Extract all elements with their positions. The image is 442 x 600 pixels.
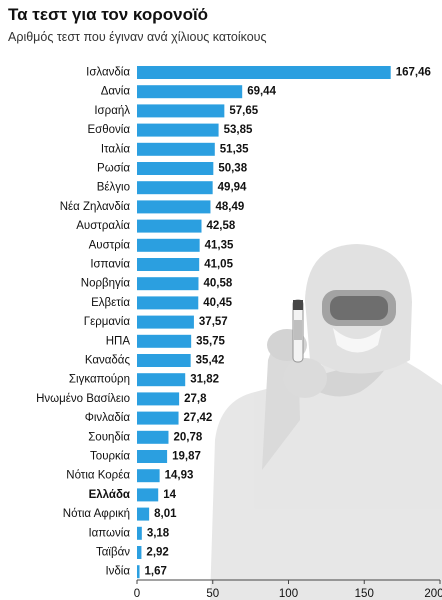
bar <box>137 546 142 559</box>
category-label: Ισπανία <box>90 259 130 271</box>
lab-worker-illustration <box>210 244 442 600</box>
value-label: 3,18 <box>147 527 170 539</box>
bar <box>137 565 140 579</box>
bar <box>137 200 211 214</box>
value-label: 40,58 <box>203 278 232 290</box>
category-label: Ρωσία <box>97 163 130 175</box>
value-label: 48,49 <box>215 201 244 213</box>
category-label: Καναδάς <box>85 355 131 367</box>
category-label: Βέλγιο <box>97 182 130 194</box>
value-label: 27,8 <box>184 393 207 405</box>
value-label: 49,94 <box>218 182 247 194</box>
value-label: 8,01 <box>154 508 177 520</box>
chart-title: Τα τεστ για τον κορονοϊό <box>8 5 209 24</box>
bar <box>137 142 215 156</box>
value-label: 42,58 <box>207 220 236 232</box>
x-tick-label: 50 <box>206 588 219 600</box>
bar <box>137 354 191 367</box>
category-label: Νότια Αφρική <box>63 508 130 520</box>
category-label: Σουηδία <box>88 431 130 443</box>
bar <box>137 488 159 502</box>
category-label: Αυστραλία <box>76 220 130 232</box>
category-label: Ελλάδα <box>89 489 130 501</box>
bar <box>137 66 391 79</box>
value-label: 14,93 <box>165 470 194 482</box>
value-label: 53,85 <box>224 124 253 136</box>
bar <box>137 373 186 387</box>
value-label: 57,65 <box>229 105 258 117</box>
category-label: Ινδία <box>105 566 130 578</box>
category-labels: Ισλανδία Δανία Ισραήλ Εσθονία Ιταλία Ρωσία Βέλ… <box>36 67 130 578</box>
x-tick-label: 150 <box>355 588 374 600</box>
value-label: 41,35 <box>205 239 234 251</box>
bar <box>137 450 168 463</box>
bar <box>137 411 179 425</box>
bar <box>137 85 243 99</box>
value-label: 31,82 <box>190 374 219 386</box>
category-label: Σιγκαπούρη <box>69 374 130 386</box>
bars <box>137 66 391 579</box>
category-label: Αυστρία <box>89 239 131 251</box>
category-label: Νέα Ζηλανδία <box>60 201 131 213</box>
bar <box>137 469 160 483</box>
bar <box>137 104 225 118</box>
category-label: Ελβετία <box>91 297 130 309</box>
bar <box>137 277 199 291</box>
value-label: 51,35 <box>220 143 249 155</box>
bar <box>137 238 200 252</box>
category-label: ΗΠΑ <box>106 335 131 347</box>
category-label: Τουρκία <box>90 451 130 463</box>
value-label: 41,05 <box>204 259 233 271</box>
bar <box>137 526 142 540</box>
category-label: Δανία <box>101 86 131 98</box>
x-axis: 0 50 100 150 200 <box>134 579 442 600</box>
value-labels: 167,46 69,44 57,65 53,85 51,35 50,38 49,94 48,4… <box>145 67 431 578</box>
category-label: Φινλαδία <box>85 412 131 424</box>
bar <box>137 181 213 195</box>
category-label: Ηνωμένο Βασίλειο <box>36 393 130 405</box>
value-label: 35,75 <box>196 335 225 347</box>
category-label: Ταϊβάν <box>96 547 130 559</box>
value-label: 37,57 <box>199 316 228 328</box>
value-label: 1,67 <box>145 566 167 578</box>
bar <box>137 219 202 233</box>
bar <box>137 430 169 444</box>
value-label: 27,42 <box>184 412 213 424</box>
category-label: Ιαπωνία <box>88 527 130 539</box>
value-label: 20,78 <box>173 431 202 443</box>
category-label: Γερμανία <box>84 316 131 328</box>
bar <box>137 315 194 329</box>
category-label: Ισραήλ <box>94 105 130 117</box>
category-label: Ιταλία <box>101 143 131 155</box>
bar <box>137 258 200 271</box>
x-tick-label: 0 <box>134 588 140 600</box>
bar <box>137 162 214 175</box>
x-tick-label: 200 <box>424 588 442 600</box>
value-label: 69,44 <box>247 86 276 98</box>
category-label: Νορβηγία <box>81 278 131 290</box>
category-label: Νότια Κορέα <box>66 470 130 482</box>
bar <box>137 296 199 310</box>
value-label: 167,46 <box>396 67 431 79</box>
x-tick-label: 100 <box>279 588 298 600</box>
category-label: Εσθονία <box>87 124 130 136</box>
value-label: 50,38 <box>218 163 247 175</box>
category-label: Ισλανδία <box>86 67 130 79</box>
value-label: 40,45 <box>203 297 232 309</box>
bar <box>137 507 150 521</box>
value-label: 35,42 <box>196 355 225 367</box>
value-label: 14 <box>163 489 176 501</box>
chart-subtitle: Αριθμός τεστ που έγιναν ανά χίλιους κατο… <box>8 30 267 44</box>
bar <box>137 334 192 348</box>
value-label: 19,87 <box>172 451 201 463</box>
bar <box>137 392 180 406</box>
bar <box>137 123 219 137</box>
value-label: 2,92 <box>146 547 168 559</box>
